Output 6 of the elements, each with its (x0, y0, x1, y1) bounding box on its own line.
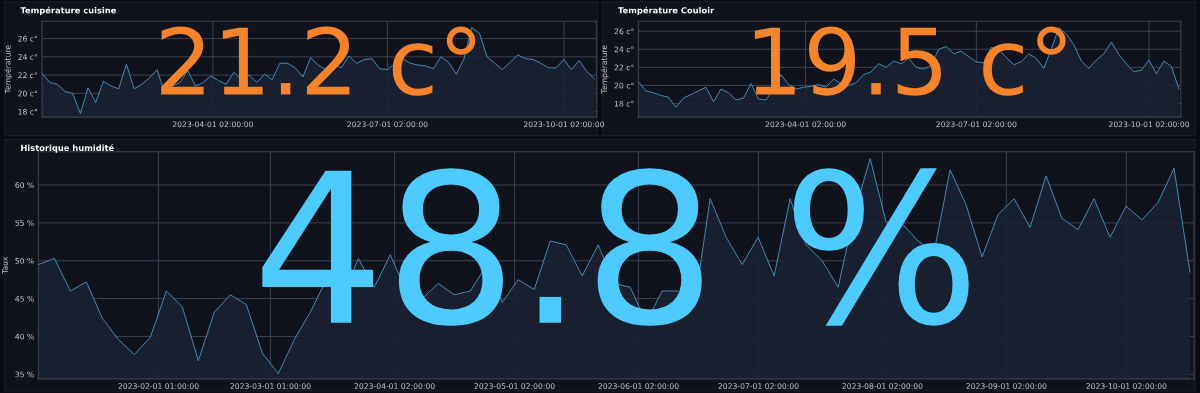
annotation: 48.8 % (262, 168, 969, 326)
chart-title: Température Couloir (618, 6, 715, 16)
annotation: 21.2 c° (161, 26, 476, 96)
chart-title: Historique humidité (21, 144, 114, 153)
annotation: 19.5 c° (754, 26, 1066, 96)
chart-title: Température cuisine (20, 6, 116, 16)
